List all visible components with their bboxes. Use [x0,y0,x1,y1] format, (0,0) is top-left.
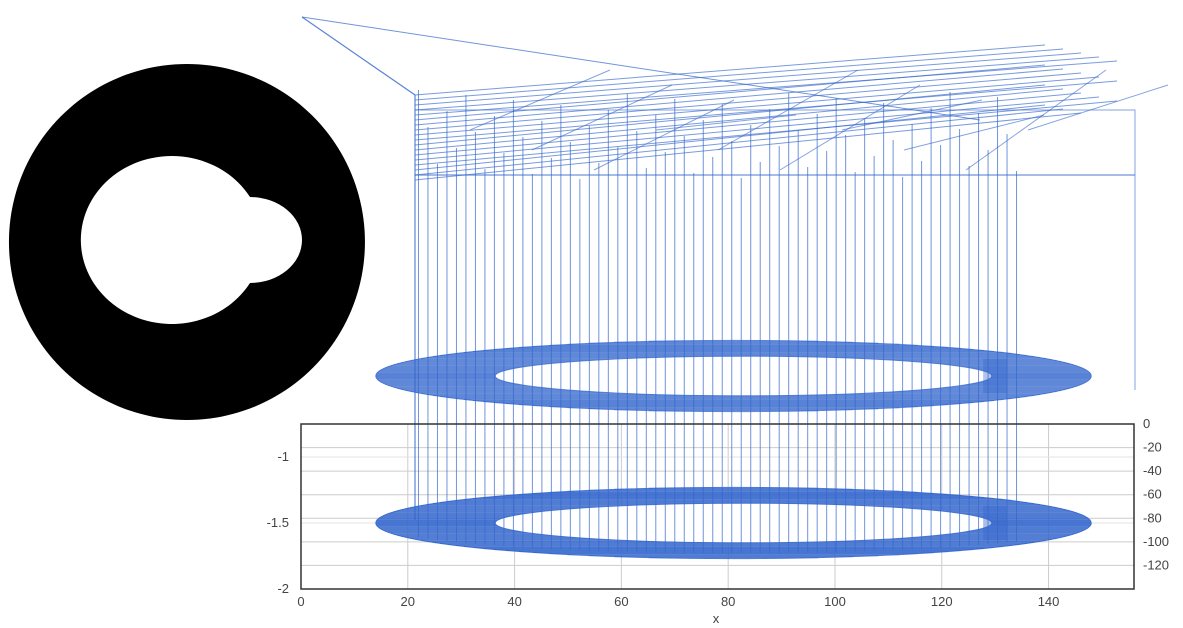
ring-glyph-image [8,64,365,420]
y-tick-label: -1.5 [267,515,289,530]
top-connector [414,108,1064,176]
top-connector [414,84,1046,146]
top-connector [414,100,1118,166]
right-connector [415,109,1136,390]
y-tick-label: -1 [277,449,289,464]
cross-connector [965,69,1107,171]
cross-connector [531,84,673,151]
x-tick-label: 140 [1038,594,1060,609]
top-connector [414,52,1082,106]
lead-diagonal [301,16,981,121]
y2-tick-label: -20 [1143,440,1162,455]
vertical-connector-series [417,90,1018,554]
x-tick-label: 60 [614,594,628,609]
y-tick-label: -2 [277,581,289,596]
x-axis-ticks: 0 20 40 60 80 100 120 140 [297,594,1059,609]
lower-ring-series [375,486,1092,560]
y-axis-ticks: -1 -1.5 -2 [267,449,289,596]
x-tick-label: 120 [931,594,953,609]
ring-glyph-shape [8,64,365,420]
y2-tick-label: -100 [1143,534,1169,549]
cross-connector [469,69,611,131]
y2-axis-ticks: 0 -20 -40 -60 -80 -100 -120 [1143,416,1169,572]
top-connector [414,92,1082,156]
y2-tick-label: -40 [1143,463,1162,478]
cross-connector [779,84,921,171]
top-connector [414,96,1100,161]
x-tick-label: 0 [297,594,304,609]
top-connector [414,68,1064,126]
ring-inner-hole [494,355,993,397]
top-connector [414,72,1082,131]
x-tick-label: 20 [401,594,415,609]
ring-notch [983,358,1008,394]
x-axis-title: x [713,611,720,626]
top-connector [414,76,1100,136]
top-connector [414,64,1046,121]
upper-ring-series [375,339,1092,413]
x-tick-label: 40 [507,594,521,609]
top-connector [414,112,1082,181]
y2-tick-label: -120 [1143,557,1169,572]
ring-inner-hole [494,502,993,544]
y2-tick-label: -60 [1143,487,1162,502]
top-connector [414,44,1046,96]
plot-frame [300,423,1135,590]
y2-tick-label: 0 [1143,416,1150,431]
cross-connector [841,99,983,131]
top-connector [414,56,1100,111]
top-connector-series [301,16,1169,520]
x-tick-label: 80 [721,594,735,609]
cross-connector [593,99,735,171]
top-connector [414,88,1064,151]
cross-connector [903,114,1045,151]
x-tick-label: 100 [824,594,846,609]
cross-connector [655,114,797,131]
y2-tick-label: -80 [1143,510,1162,525]
top-connector [414,104,1046,171]
top-connector [414,48,1064,101]
top-connector [414,60,1118,116]
ring-notch [983,505,1008,541]
cross-connector [1027,84,1169,131]
